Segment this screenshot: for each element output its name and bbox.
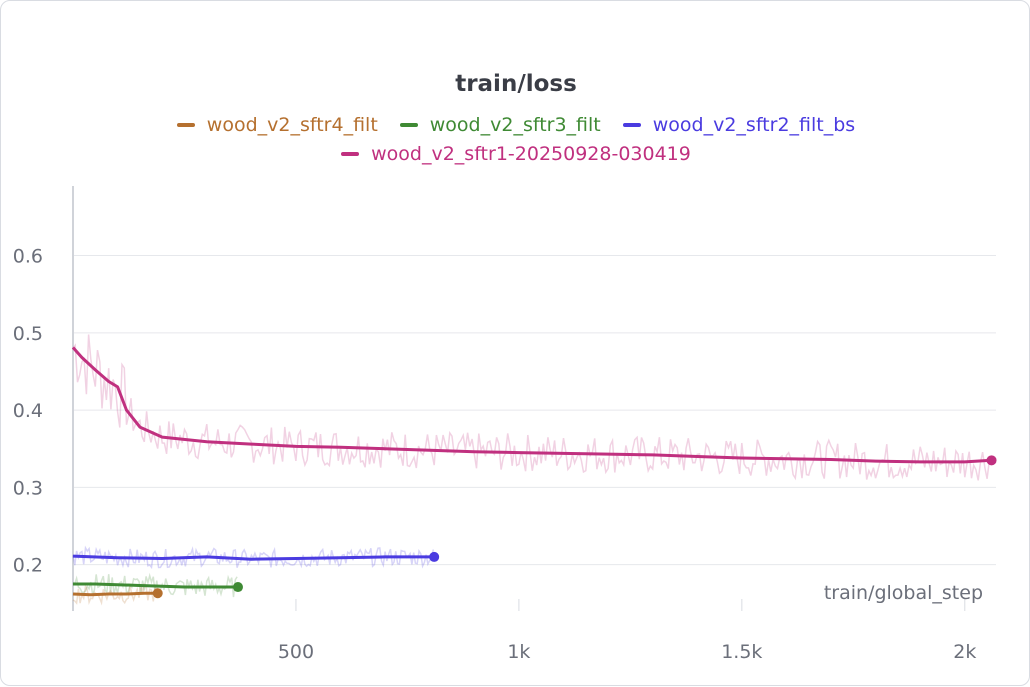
legend-label-3: wood_v2_sftr1-20250928-030419 — [371, 143, 691, 165]
x-tick-label: 1k — [507, 641, 530, 663]
y-tick-label: 0.3 — [13, 477, 43, 499]
chart-title: train/loss — [455, 71, 577, 97]
series-endpoint-0[interactable] — [152, 588, 163, 599]
series-line-3[interactable] — [71, 346, 992, 464]
y-tick-label: 0.5 — [13, 323, 43, 345]
x-axis-title: train/global_step — [824, 582, 983, 604]
series-line-1[interactable] — [73, 582, 238, 589]
legend-label-0: wood_v2_sftr4_filt — [206, 114, 378, 136]
series-line-2[interactable] — [72, 554, 435, 561]
y-tick-label: 0.2 — [13, 555, 43, 577]
legend-label-2: wood_v2_sftr2_filt_bs — [652, 114, 856, 136]
x-tick-label: 2k — [953, 641, 976, 663]
raw-noise-lines — [72, 334, 992, 606]
tick-labels: 0.2 0.3 0.4 0.5 0.6 500 1k 1.5k 2k — [13, 246, 977, 663]
y-tick-label: 0.6 — [13, 246, 43, 268]
x-tick-label: 500 — [278, 641, 314, 663]
series-endpoint-2[interactable] — [429, 551, 440, 562]
legend-swatch-0 — [176, 123, 195, 127]
legend-item-0[interactable]: wood_v2_sftr4_filt — [176, 114, 378, 136]
x-tick-label: 1.5k — [721, 641, 762, 663]
series-lines — [71, 346, 997, 599]
series-endpoint-3[interactable] — [986, 455, 997, 466]
legend-item-2[interactable]: wood_v2_sftr2_filt_bs — [622, 114, 856, 136]
y-tick-label: 0.4 — [13, 400, 43, 422]
legend: wood_v2_sftr4_filt wood_v2_sftr3_filt wo… — [1, 114, 1030, 136]
legend-label-1: wood_v2_sftr3_filt — [429, 114, 601, 136]
grid — [72, 186, 996, 611]
raw-line-3 — [72, 334, 992, 481]
legend-swatch-1 — [399, 123, 418, 127]
legend-item-1[interactable]: wood_v2_sftr3_filt — [399, 114, 601, 136]
legend-item-3[interactable]: wood_v2_sftr1-20250928-030419 — [341, 143, 691, 165]
series-endpoint-1[interactable] — [232, 582, 243, 593]
series-line-0[interactable] — [72, 591, 158, 597]
legend-swatch-3 — [341, 152, 360, 156]
legend-swatch-2 — [622, 123, 641, 127]
legend-row-2: wood_v2_sftr1-20250928-030419 — [1, 143, 1030, 165]
